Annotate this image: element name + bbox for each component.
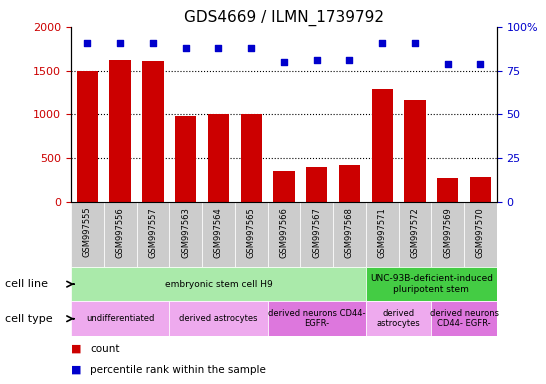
Bar — [437, 177, 459, 202]
Bar — [76, 71, 98, 202]
Point — [181, 45, 190, 51]
Point — [378, 40, 387, 46]
Text: GSM997571: GSM997571 — [378, 207, 387, 258]
Bar — [300, 202, 333, 267]
Bar — [306, 167, 328, 202]
Text: GSM997569: GSM997569 — [443, 207, 452, 258]
Bar — [470, 177, 491, 202]
Text: GSM997570: GSM997570 — [476, 207, 485, 258]
Point — [345, 57, 354, 63]
Text: derived neurons
CD44- EGFR-: derived neurons CD44- EGFR- — [430, 309, 498, 328]
Point — [476, 61, 485, 67]
Bar — [366, 301, 431, 336]
Text: count: count — [90, 344, 120, 354]
Bar — [339, 166, 360, 202]
Text: GSM997566: GSM997566 — [280, 207, 288, 258]
Text: GSM997557: GSM997557 — [149, 207, 157, 258]
Text: GSM997563: GSM997563 — [181, 207, 190, 258]
Text: cell line: cell line — [5, 279, 49, 289]
Text: GSM997565: GSM997565 — [247, 207, 256, 258]
Text: GSM997555: GSM997555 — [83, 207, 92, 257]
Bar — [202, 202, 235, 267]
Bar — [431, 301, 497, 336]
Bar — [366, 267, 497, 301]
Bar — [464, 202, 497, 267]
Text: embryonic stem cell H9: embryonic stem cell H9 — [164, 280, 272, 289]
Point — [214, 45, 223, 51]
Point — [116, 40, 124, 46]
Text: GSM997572: GSM997572 — [411, 207, 419, 258]
Bar — [268, 301, 366, 336]
Bar — [175, 116, 197, 202]
Text: UNC-93B-deficient-induced
pluripotent stem: UNC-93B-deficient-induced pluripotent st… — [370, 275, 493, 294]
Bar — [207, 114, 229, 202]
Bar — [169, 202, 202, 267]
Bar — [268, 202, 300, 267]
Bar — [240, 114, 262, 202]
Point — [149, 40, 157, 46]
Bar — [71, 301, 169, 336]
Point — [312, 57, 321, 63]
Text: GSM997564: GSM997564 — [214, 207, 223, 258]
Bar — [235, 202, 268, 267]
Point — [83, 40, 92, 46]
Text: cell type: cell type — [5, 314, 53, 324]
Point — [280, 59, 288, 65]
Text: derived
astrocytes: derived astrocytes — [377, 309, 420, 328]
Title: GDS4669 / ILMN_1739792: GDS4669 / ILMN_1739792 — [184, 9, 384, 25]
Bar — [169, 301, 268, 336]
Point — [443, 61, 452, 67]
Bar — [71, 267, 366, 301]
Text: ■: ■ — [71, 344, 81, 354]
Text: GSM997567: GSM997567 — [312, 207, 321, 258]
Text: GSM997568: GSM997568 — [345, 207, 354, 258]
Text: GSM997556: GSM997556 — [116, 207, 124, 258]
Text: derived neurons CD44-
EGFR-: derived neurons CD44- EGFR- — [268, 309, 365, 328]
Bar — [104, 202, 136, 267]
Text: derived astrocytes: derived astrocytes — [179, 314, 258, 323]
Point — [411, 40, 419, 46]
Bar — [371, 89, 393, 202]
Text: percentile rank within the sample: percentile rank within the sample — [90, 365, 266, 375]
Bar — [142, 61, 164, 202]
Bar — [273, 170, 295, 202]
Bar — [136, 202, 169, 267]
Bar — [366, 202, 399, 267]
Bar — [333, 202, 366, 267]
Bar — [431, 202, 464, 267]
Bar — [399, 202, 431, 267]
Bar — [404, 100, 426, 202]
Bar — [109, 60, 131, 202]
Bar — [71, 202, 104, 267]
Point — [247, 45, 256, 51]
Text: undifferentiated: undifferentiated — [86, 314, 155, 323]
Text: ■: ■ — [71, 365, 81, 375]
